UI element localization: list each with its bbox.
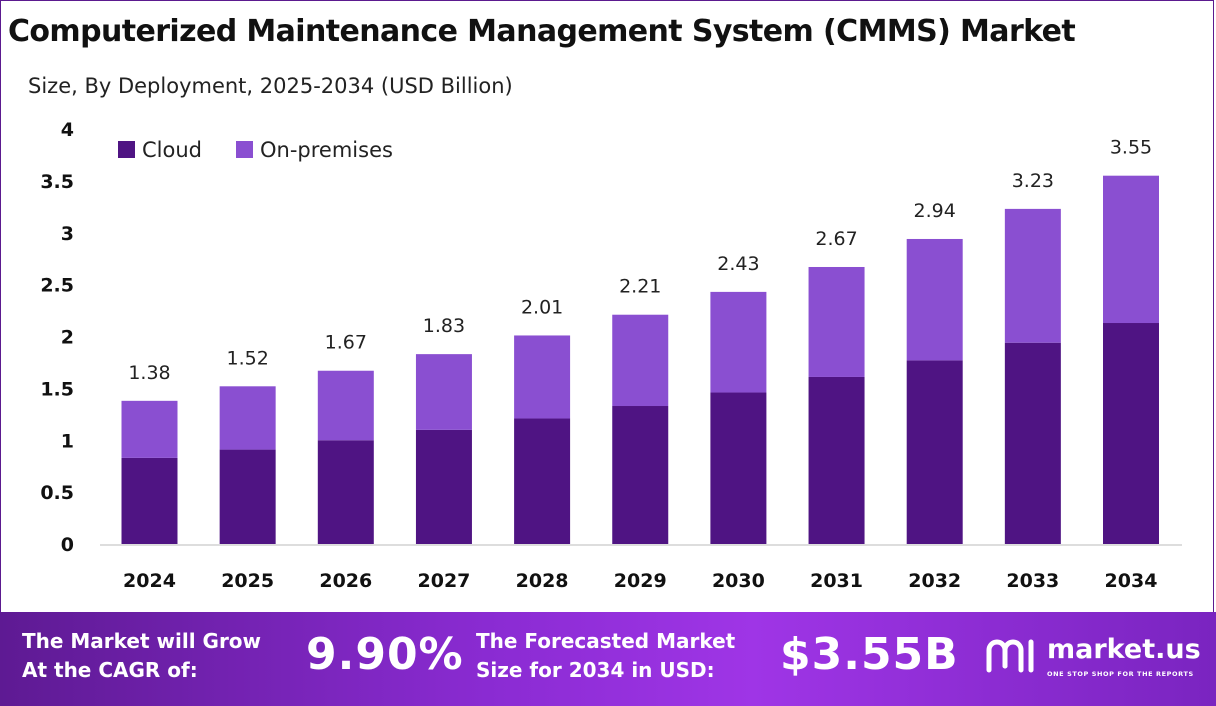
chart-subtitle: Size, By Deployment, 2025-2034 (USD Bill… [28,74,513,98]
y-tick-label: 2.5 [40,275,74,297]
bar-cloud [1103,323,1159,544]
y-tick-label: 4 [61,119,74,141]
cagr-label: The Market will Grow At the CAGR of: [22,629,262,682]
bar-cloud [612,406,669,544]
legend-label-cloud: Cloud [142,138,202,162]
x-tick-label: 2030 [712,570,765,592]
stacked-bar-chart: 00.511.522.533.541.3820241.5220251.67202… [40,119,1182,592]
bar-total-label: 3.55 [1110,137,1152,159]
bar-total-label: 1.38 [128,362,170,384]
y-tick-label: 3 [61,223,74,245]
x-tick-label: 2026 [319,570,372,592]
bar-total-label: 2.67 [815,228,857,250]
bar-on-premises [121,400,178,458]
bar-total-label: 2.94 [914,200,956,222]
x-tick-label: 2025 [221,570,274,592]
legend-label-on-premises: On-premises [260,138,393,162]
brand-name: market.us [1047,634,1201,665]
chart-title: Computerized Maintenance Management Syst… [8,14,1076,49]
brand-tagline: ONE STOP SHOP FOR THE REPORTS [1047,670,1194,678]
x-tick-label: 2034 [1105,570,1158,592]
bar-total-label: 1.83 [423,315,465,337]
x-tick-label: 2027 [418,570,471,592]
bar-on-premises [219,386,276,450]
x-tick-label: 2033 [1006,570,1059,592]
y-tick-label: 0 [61,534,74,556]
legend-swatch-on-premises [236,141,253,158]
y-tick-label: 0.5 [40,482,74,504]
bar-total-label: 2.21 [619,276,661,298]
market-us-logo-icon [986,639,1034,673]
footer-banner: The Market will Grow At the CAGR of: 9.9… [0,612,1216,706]
bar-on-premises [710,291,767,393]
bar-on-premises [514,335,571,419]
x-tick-label: 2031 [810,570,863,592]
bar-on-premises [612,314,669,407]
y-tick-label: 1.5 [40,378,74,400]
bar-on-premises [808,266,865,377]
bar-cloud [317,440,374,544]
bar-cloud [121,457,178,544]
bar-total-label: 1.67 [325,332,367,354]
bar-on-premises [906,238,963,361]
bar-total-label: 2.01 [521,296,563,318]
y-tick-label: 2 [61,327,74,349]
forecast-label: The Forecasted Market Size for 2034 in U… [476,629,736,682]
bar-cloud [415,429,472,544]
bar-cloud [1004,342,1061,544]
bar-on-premises [415,354,472,430]
x-tick-label: 2029 [614,570,667,592]
bar-total-label: 1.52 [226,347,268,369]
cagr-value: 9.90% [306,629,464,680]
y-tick-label: 3.5 [40,171,74,193]
x-tick-label: 2024 [123,570,176,592]
bar-cloud [514,418,571,544]
legend-swatch-cloud [118,141,135,158]
bar-cloud [808,376,865,544]
x-tick-label: 2032 [908,570,961,592]
forecast-value: $3.55B [780,629,959,680]
bar-total-label: 3.23 [1012,170,1054,192]
bar-on-premises [317,370,374,441]
y-tick-label: 1 [61,430,74,452]
bar-cloud [710,392,767,544]
bar-on-premises [1103,175,1159,324]
bar-on-premises [1004,208,1061,343]
bar-cloud [219,449,276,544]
bar-total-label: 2.43 [717,253,759,275]
x-tick-label: 2028 [516,570,569,592]
bar-cloud [906,360,963,544]
